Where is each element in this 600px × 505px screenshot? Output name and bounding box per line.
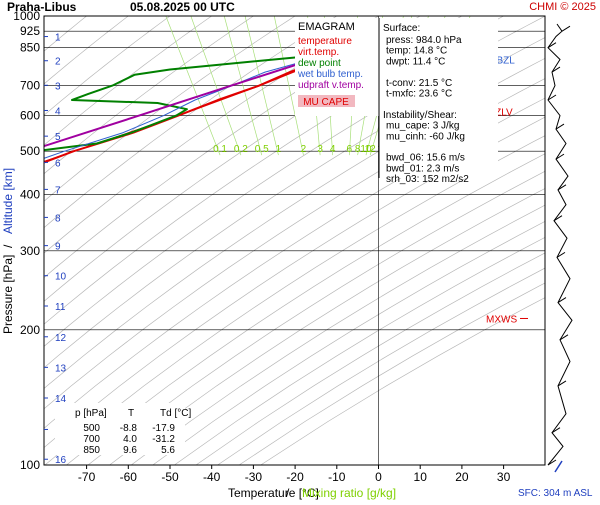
mixing-ratio-label: 3 bbox=[317, 144, 323, 155]
altitude-tick-label: 5 bbox=[55, 132, 61, 143]
temperature-tick-label: 20 bbox=[455, 470, 469, 484]
altitude-tick-label: 6 bbox=[55, 158, 61, 169]
altitude-tick-label: 7 bbox=[55, 185, 61, 196]
mixing-ratio-label: 0.5 bbox=[255, 144, 269, 155]
temperature-tick-label: -40 bbox=[203, 470, 221, 484]
altitude-tick-label: 1 bbox=[55, 33, 61, 44]
table-header: T bbox=[128, 408, 134, 419]
surface-line: press: 984.0 hPa bbox=[386, 35, 462, 46]
surface-line: mu_cinh: -60 J/kg bbox=[386, 131, 465, 142]
mixing-ratio-label: 1 bbox=[276, 144, 282, 155]
surface-line: bwd_06: 15.6 m/s bbox=[386, 153, 465, 164]
y-label-altitude: Altitude [km] bbox=[1, 168, 15, 234]
temperature-tick-label: -10 bbox=[328, 470, 346, 484]
temperature-tick-label: -50 bbox=[161, 470, 179, 484]
datetime-title: 05.08.2025 00 UTC bbox=[130, 0, 235, 14]
surface-line: dwpt: 11.4 °C bbox=[386, 56, 445, 67]
table-cell: 4.0 bbox=[123, 434, 137, 445]
altitude-tick-label: 3 bbox=[55, 81, 61, 92]
pressure-tick-label: 925 bbox=[20, 24, 40, 38]
surface-line: t-mxfc: 23.6 °C bbox=[386, 89, 452, 100]
table-cell: -8.8 bbox=[120, 423, 138, 434]
altitude-tick-label: 10 bbox=[55, 272, 67, 283]
legend-item: temperature bbox=[298, 36, 352, 47]
table-cell: 5.6 bbox=[161, 445, 175, 456]
table-cell: -17.9 bbox=[152, 423, 175, 434]
max-wind-label: MXWS bbox=[486, 314, 517, 325]
temperature-tick-label: -60 bbox=[120, 470, 138, 484]
temperature-tick-label: 30 bbox=[497, 470, 511, 484]
table-cell: 9.6 bbox=[123, 445, 137, 456]
table-cell: 850 bbox=[83, 445, 100, 456]
temperature-tick-label: -20 bbox=[286, 470, 304, 484]
mixing-ratio-label: 12 bbox=[365, 144, 377, 155]
altitude-tick-label: 12 bbox=[55, 333, 67, 344]
legend-item: wet bulb temp. bbox=[297, 69, 363, 80]
altitude-tick-label: 8 bbox=[55, 213, 61, 224]
temperature-tick-label: -70 bbox=[78, 470, 96, 484]
mixing-ratio-label: 6 bbox=[347, 144, 353, 155]
temperature-tick-label: 10 bbox=[414, 470, 428, 484]
pressure-tick-label: 400 bbox=[20, 188, 40, 202]
surface-line: srh_03: 152 m2/s2 bbox=[386, 174, 469, 185]
surface-line: t-conv: 21.5 °C bbox=[386, 78, 452, 89]
altitude-tick-label: 4 bbox=[55, 106, 61, 117]
table-header: p [hPa] bbox=[75, 408, 107, 419]
table-cell: -31.2 bbox=[152, 434, 175, 445]
altitude-tick-label: 2 bbox=[55, 57, 61, 68]
temperature-tick-label: -30 bbox=[245, 470, 263, 484]
surface-line: Instability/Shear: bbox=[383, 110, 457, 121]
surface-line: mu_cape: 3 J/kg bbox=[386, 121, 459, 132]
pressure-tick-label: 700 bbox=[20, 79, 40, 93]
legend-title: EMAGRAM bbox=[298, 21, 355, 33]
pressure-tick-label: 600 bbox=[20, 109, 40, 123]
credit-text: CHMI © 2025 bbox=[529, 1, 596, 13]
mixing-ratio-label: 4 bbox=[330, 144, 336, 155]
altitude-tick-label: 9 bbox=[55, 242, 61, 253]
pressure-tick-label: 200 bbox=[20, 323, 40, 337]
legend-item: virt.temp. bbox=[298, 47, 339, 58]
pressure-tick-label: 100 bbox=[20, 458, 40, 472]
legend-item: dew point bbox=[298, 58, 341, 69]
mixing-ratio-label: 0.1 bbox=[213, 144, 227, 155]
y-label-pressure: Pressure [hPa] bbox=[1, 255, 15, 334]
table-cell: 700 bbox=[83, 434, 100, 445]
altitude-tick-label: 11 bbox=[55, 302, 66, 313]
legend-item: udpraft v.temp. bbox=[298, 80, 364, 91]
station-title: Praha-Libus bbox=[7, 0, 77, 14]
table-header: Td [°C] bbox=[160, 408, 191, 419]
mu-cape-badge: MU CAPE bbox=[303, 97, 349, 108]
mixing-ratio-label: 2 bbox=[301, 144, 307, 155]
mixing-ratio-label: 0.2 bbox=[234, 144, 248, 155]
surface-elevation: SFC: 304 m ASL bbox=[518, 488, 593, 499]
surface-line: temp: 14.8 °C bbox=[386, 46, 447, 57]
surface-line: bwd_01: 2.3 m/s bbox=[386, 163, 459, 174]
surface-title: Surface: bbox=[383, 23, 420, 34]
level-table: p [hPa] T Td [°C] 500 -8.8 -17.9 700 4.0 -31.2 85… bbox=[55, 403, 191, 456]
pressure-tick-label: 500 bbox=[20, 144, 40, 158]
altitude-tick-label: 16 bbox=[55, 455, 67, 466]
pressure-tick-label: 850 bbox=[20, 41, 40, 55]
table-cell: 500 bbox=[83, 423, 100, 434]
altitude-tick-label: 13 bbox=[55, 363, 67, 374]
pressure-tick-label: 300 bbox=[20, 244, 40, 258]
x-label-mr: Mixing ratio [g/kg] bbox=[302, 486, 396, 500]
temperature-tick-label: 0 bbox=[375, 470, 382, 484]
